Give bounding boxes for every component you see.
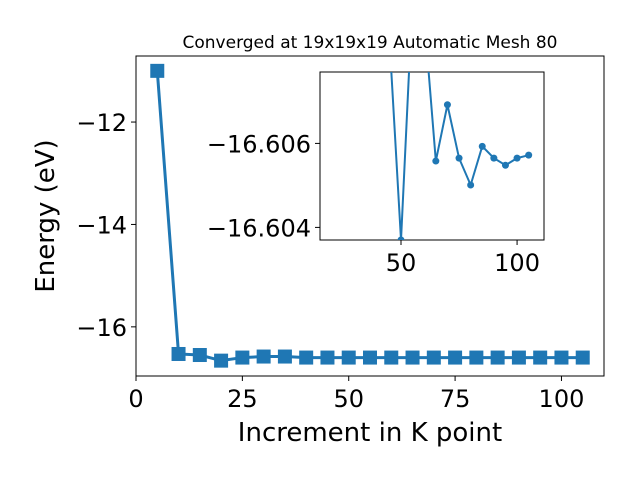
marker [320, 350, 335, 365]
chart-title: Converged at 19x19x19 Automatic Mesh 80 [183, 33, 558, 53]
y-tick-label: −16.606 [207, 130, 311, 158]
plot-area [150, 63, 590, 368]
marker [171, 346, 186, 361]
axes-frame [319, 71, 545, 241]
y-tick-label: −14 [76, 211, 127, 239]
marker [397, 236, 405, 240]
marker [363, 350, 377, 365]
marker [554, 350, 569, 365]
marker [421, 14, 428, 21]
x-tick-label: 100 [539, 385, 585, 413]
marker [455, 154, 463, 162]
marker [150, 63, 165, 78]
marker [490, 350, 505, 365]
x-tick-label: 75 [440, 385, 471, 413]
y-tick-label: −16.604 [207, 214, 311, 242]
marker [426, 350, 441, 365]
marker [443, 101, 451, 109]
marker [299, 350, 314, 365]
marker [235, 350, 250, 365]
marker [448, 350, 463, 365]
marker [478, 142, 486, 150]
marker [405, 350, 420, 365]
x-tick-label: 25 [227, 385, 258, 413]
marker [192, 348, 207, 363]
marker [513, 154, 521, 162]
marker [432, 157, 440, 165]
x-tick-label: 0 [128, 385, 143, 413]
marker [384, 350, 399, 365]
x-tick-label: 50 [333, 385, 364, 413]
marker [525, 151, 533, 159]
marker [490, 154, 498, 162]
marker [214, 353, 229, 368]
marker [277, 349, 292, 364]
y-axis-label: Energy (eV) [31, 139, 61, 292]
plot-area [390, 14, 533, 240]
marker [256, 349, 271, 364]
x-axis-label: Increment in K point [238, 418, 502, 448]
y-tick-label: −12 [76, 109, 127, 137]
marker [467, 181, 475, 189]
x-tick-label: 100 [494, 249, 540, 277]
marker [533, 350, 548, 365]
marker [469, 350, 484, 365]
marker [511, 350, 526, 365]
marker [575, 350, 590, 365]
y-tick-label: −16 [76, 314, 127, 342]
marker [501, 161, 509, 169]
x-tick-label: 50 [386, 249, 417, 277]
marker [341, 350, 356, 365]
